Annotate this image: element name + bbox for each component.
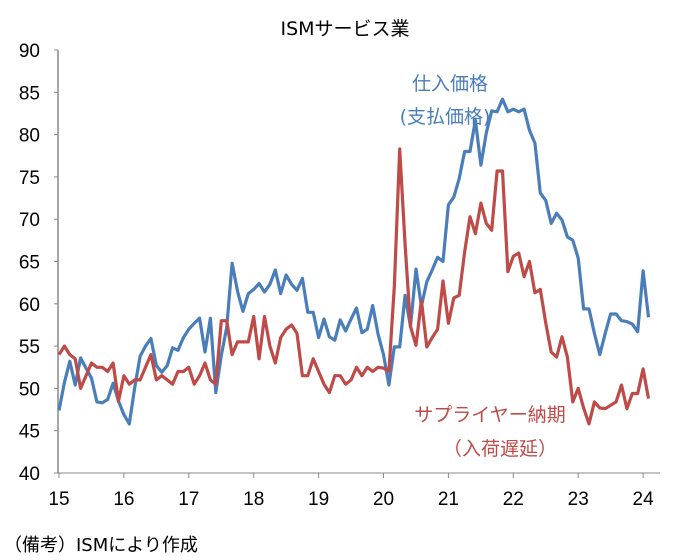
x-tick-label: 18 [243,489,264,510]
x-tick-label: 24 [633,489,655,510]
x-tick-label: 23 [568,489,589,510]
x-tick-label: 22 [503,489,524,510]
x-tick-label: 17 [178,489,199,510]
legend-prices-paid-sub: (支払価格) [400,106,491,128]
legend-prices-paid: 仕入価格 [412,73,488,95]
y-tick-label: 50 [19,379,40,400]
x-tick-label: 20 [373,489,394,510]
y-tick-label: 85 [19,83,40,104]
chart-title: ISMサービス業 [280,18,409,40]
y-tick-label: 60 [19,295,40,316]
x-tick-label: 16 [113,489,134,510]
series-line-supplier-deliveries [57,147,651,426]
y-tick-label: 70 [19,210,40,231]
legend-supplier-deliveries: サプライヤー納期 [414,404,565,426]
y-tick-label: 45 [19,422,40,443]
x-tick-label: 21 [438,489,459,510]
y-tick-label: 55 [19,337,40,358]
y-tick-label: 80 [19,126,40,147]
y-tick-label: 90 [19,41,40,62]
footnote: （備考）ISMにより作成 [4,535,198,556]
series-line-prices-paid [57,97,651,426]
x-tick-label: 19 [308,489,329,510]
x-tick-label: 15 [48,489,69,510]
y-tick-label: 65 [19,253,40,274]
legend-supplier-deliveries-sub: （入荷遅延） [443,438,557,460]
y-tick-label: 40 [19,464,40,485]
y-tick-label: 75 [19,168,40,189]
